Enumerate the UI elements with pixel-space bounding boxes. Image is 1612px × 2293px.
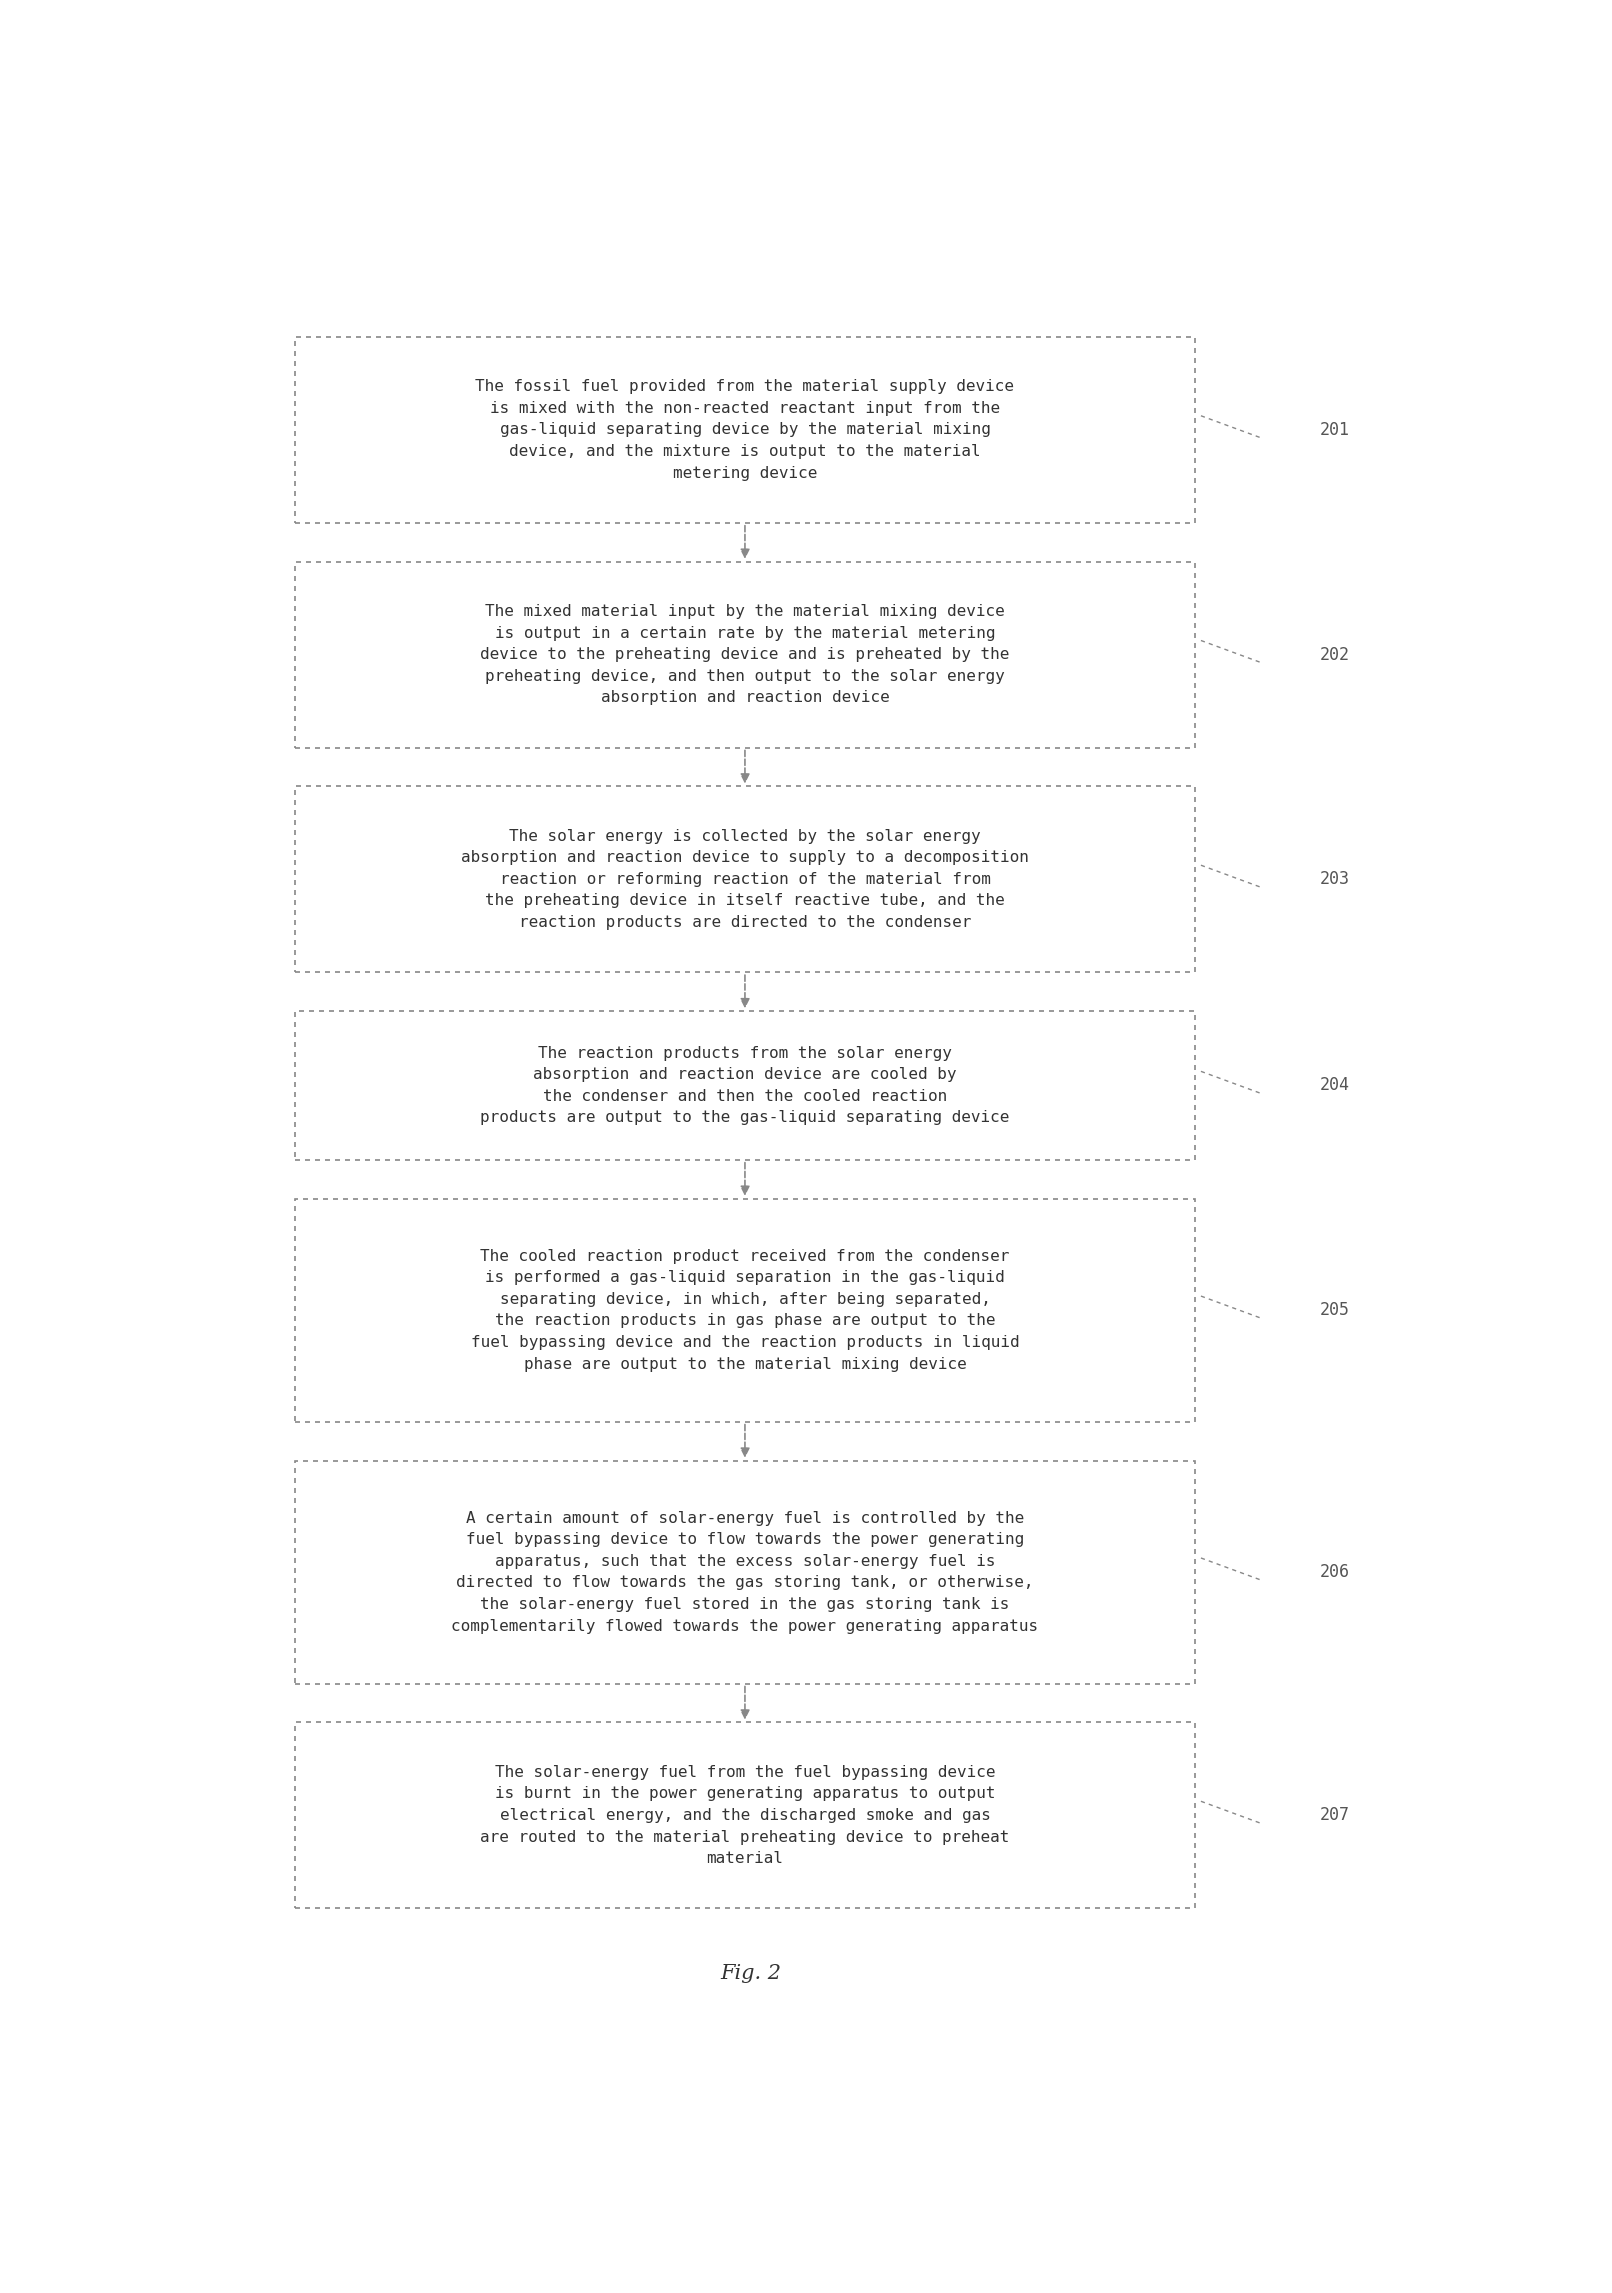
Bar [295, 337, 1194, 523]
Text: 207: 207 [1320, 1807, 1349, 1825]
Text: The cooled reaction product received from the condenser
is performed a gas-liqui: The cooled reaction product received fro… [471, 1250, 1019, 1371]
Text: The solar energy is collected by the solar energy
absorption and reaction device: The solar energy is collected by the sol… [461, 828, 1028, 931]
Text: 204: 204 [1320, 1075, 1349, 1094]
Bar [295, 562, 1194, 748]
Text: The fossil fuel provided from the material supply device
is mixed with the non-r: The fossil fuel provided from the materi… [476, 378, 1014, 482]
Text: 206: 206 [1320, 1564, 1349, 1582]
Text: The reaction products from the solar energy
absorption and reaction device are c: The reaction products from the solar ene… [480, 1046, 1009, 1126]
Bar [295, 1199, 1194, 1422]
Text: 203: 203 [1320, 871, 1349, 887]
Text: 201: 201 [1320, 422, 1349, 438]
Bar [295, 1722, 1194, 1908]
Text: 202: 202 [1320, 647, 1349, 663]
Bar [295, 1461, 1194, 1683]
Bar [295, 1011, 1194, 1160]
Text: Fig. 2: Fig. 2 [721, 1965, 782, 1983]
Text: The mixed material input by the material mixing device
is output in a certain ra: The mixed material input by the material… [480, 603, 1009, 706]
Text: The solar-energy fuel from the fuel bypassing device
is burnt in the power gener: The solar-energy fuel from the fuel bypa… [480, 1766, 1009, 1867]
Text: A certain amount of solar-energy fuel is controlled by the
fuel bypassing device: A certain amount of solar-energy fuel is… [451, 1511, 1038, 1633]
Bar [295, 786, 1194, 972]
Text: 205: 205 [1320, 1300, 1349, 1318]
